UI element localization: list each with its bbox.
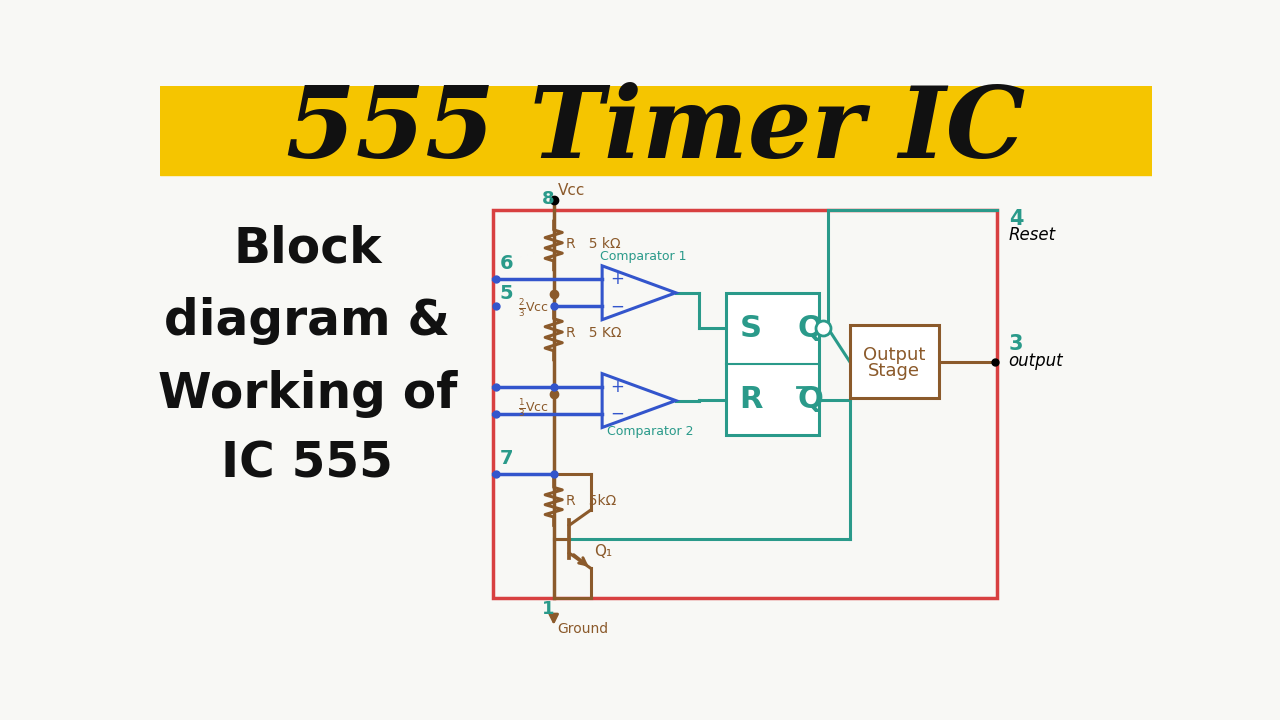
Text: Comparator 1: Comparator 1 [599, 250, 686, 263]
Bar [850, 325, 938, 398]
Text: $\frac{1}{3}$Vcc: $\frac{1}{3}$Vcc [518, 397, 549, 418]
Text: 7: 7 [499, 449, 513, 469]
Text: 6: 6 [499, 254, 513, 274]
Text: Vcc: Vcc [558, 183, 586, 198]
Text: Ground: Ground [558, 622, 609, 636]
Text: Block: Block [233, 224, 381, 272]
Text: Output: Output [863, 346, 925, 364]
Text: R   5 KΩ: R 5 KΩ [566, 326, 622, 340]
Text: R   5 kΩ: R 5 kΩ [566, 237, 621, 251]
Text: 555 Timer IC: 555 Timer IC [287, 82, 1025, 179]
Text: −: − [609, 297, 623, 315]
Bar [493, 210, 997, 598]
Text: Q: Q [797, 314, 823, 343]
Text: $\frac{2}{3}$Vcc: $\frac{2}{3}$Vcc [518, 297, 549, 318]
Text: Working of: Working of [157, 370, 457, 418]
Text: diagram &: diagram & [164, 297, 451, 346]
Text: Comparator 2: Comparator 2 [607, 426, 694, 438]
Text: Stage: Stage [868, 362, 920, 380]
Text: 1: 1 [541, 600, 554, 618]
Text: −: − [609, 405, 623, 423]
Text: 5: 5 [499, 284, 513, 302]
Text: R   5kΩ: R 5kΩ [566, 494, 617, 508]
Text: output: output [1009, 351, 1064, 369]
Text: +: + [609, 378, 623, 396]
Text: S: S [740, 314, 762, 343]
Bar [726, 293, 819, 435]
Text: Reset: Reset [1009, 226, 1056, 244]
Text: IC 555: IC 555 [221, 440, 393, 487]
Text: R: R [740, 385, 763, 414]
Bar [160, 86, 1152, 175]
Text: 3: 3 [1009, 334, 1023, 354]
Text: +: + [609, 270, 623, 288]
Text: Q: Q [797, 385, 823, 414]
Text: 4: 4 [1009, 209, 1023, 229]
Text: Q₁: Q₁ [594, 544, 612, 559]
Text: 8: 8 [541, 190, 554, 208]
